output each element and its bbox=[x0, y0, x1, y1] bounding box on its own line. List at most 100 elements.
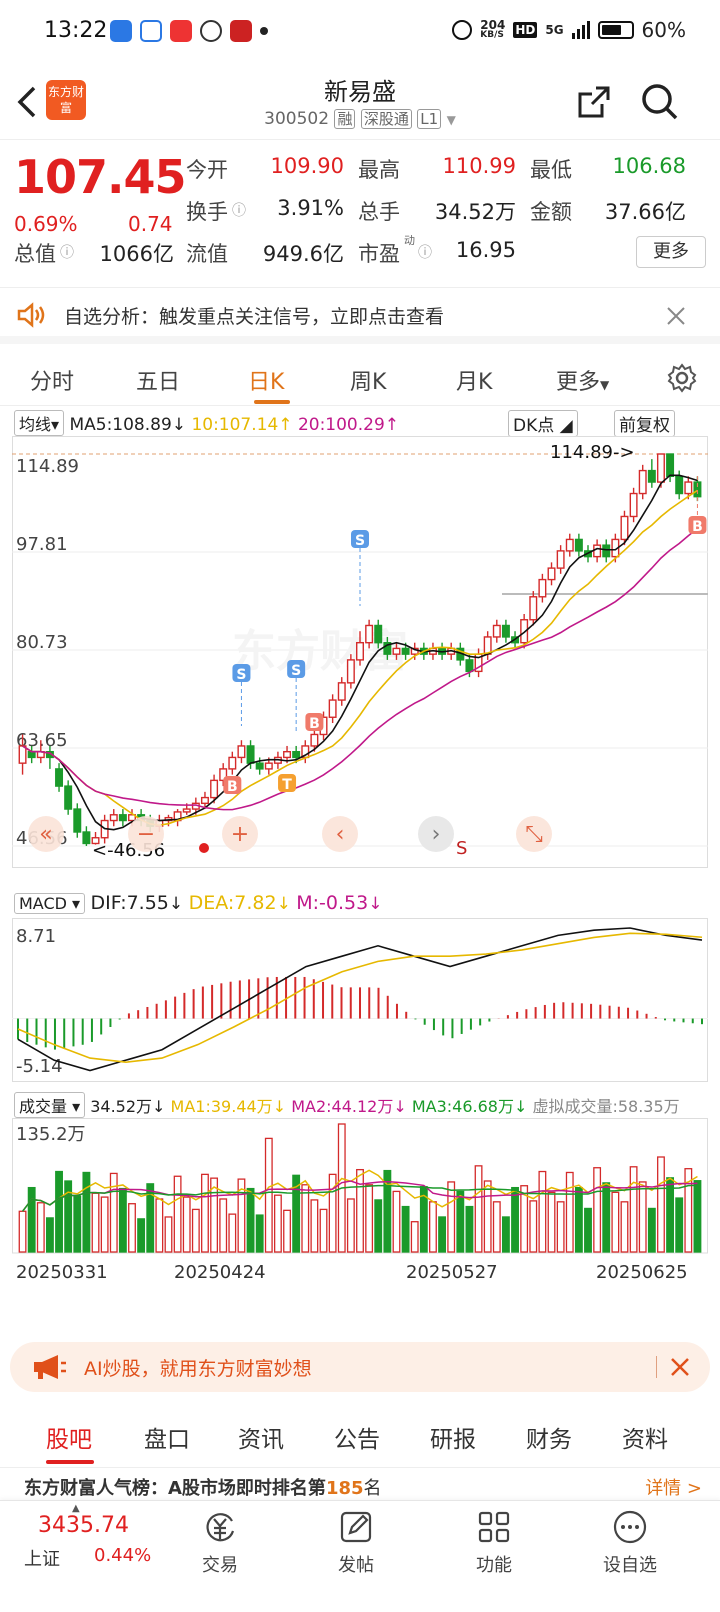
volume-bar bbox=[319, 1208, 328, 1253]
tab-guba[interactable]: 股吧 bbox=[46, 1427, 92, 1453]
close-icon[interactable] bbox=[666, 306, 686, 326]
zoom-out-button[interactable]: − bbox=[128, 816, 164, 852]
nav-trade[interactable]: 交易 bbox=[170, 1509, 270, 1577]
close-icon[interactable] bbox=[670, 1357, 690, 1377]
candle-body bbox=[684, 481, 693, 495]
pe-sup: 动 bbox=[404, 234, 415, 247]
arrow-down-icon: ↓ bbox=[368, 894, 383, 914]
virtual-volume: 虚拟成交量:58.35万 bbox=[532, 1097, 680, 1116]
volume-bar bbox=[574, 1186, 583, 1253]
volume-selector[interactable]: 成交量 ▾ bbox=[14, 1092, 86, 1118]
volume-bar bbox=[55, 1170, 63, 1253]
macd-chart[interactable]: 8.71 -5.14 bbox=[12, 918, 708, 1082]
ma-selector[interactable]: 均线▾ bbox=[14, 410, 65, 436]
next-button[interactable]: › bbox=[418, 816, 454, 852]
tab-intraday[interactable]: 分时 bbox=[30, 370, 75, 395]
ai-banner[interactable]: AI炒股，就用东方财富妙想 bbox=[10, 1342, 710, 1392]
post-icon bbox=[340, 1511, 372, 1543]
zoom-in-button[interactable]: + bbox=[222, 816, 258, 852]
volume-legend: 成交量 ▾ 34.52万↓ MA1:39.44万↓ MA2:44.12万↓ MA… bbox=[14, 1092, 680, 1118]
chart-frame bbox=[12, 436, 708, 868]
margin-tag: 融 bbox=[334, 109, 356, 129]
tab-research[interactable]: 研报 bbox=[430, 1427, 476, 1453]
net-speed: 204 bbox=[480, 18, 506, 32]
control-bg bbox=[128, 816, 164, 852]
hd-icon: HD bbox=[513, 22, 538, 38]
notice-bar[interactable]: 自选分析：触发重点关注信号，立即点击查看 bbox=[0, 288, 720, 344]
tab-news[interactable]: 资讯 bbox=[238, 1427, 284, 1453]
volume-bar bbox=[511, 1186, 519, 1253]
tab-profile[interactable]: 资料 bbox=[622, 1427, 668, 1453]
index-value[interactable]: 3435.74 bbox=[38, 1513, 129, 1538]
mktcap-value: 1066亿 bbox=[99, 242, 174, 266]
info-icon[interactable]: ⓘ bbox=[418, 245, 432, 261]
tab-finance[interactable]: 财务 bbox=[526, 1427, 572, 1453]
sell-signal-badge bbox=[232, 664, 251, 682]
tab-underline bbox=[46, 1460, 94, 1464]
volume-bar bbox=[602, 1182, 611, 1253]
rank-detail-link[interactable]: 详情 > bbox=[645, 1478, 702, 1498]
volume-bar bbox=[410, 1221, 419, 1253]
candle-body bbox=[638, 469, 647, 495]
candle-body bbox=[401, 647, 410, 655]
battery-level: 60% bbox=[641, 18, 686, 42]
candle-body bbox=[374, 624, 383, 644]
macd-selector-label: MACD bbox=[19, 894, 67, 913]
adjust-button[interactable]: 前复权 bbox=[614, 410, 675, 437]
tab-monthly-k[interactable]: 月K bbox=[456, 370, 493, 395]
control-bg bbox=[516, 816, 552, 852]
nav-function[interactable]: 功能 bbox=[444, 1509, 544, 1577]
candle-body bbox=[602, 544, 611, 558]
volume-bar bbox=[556, 1201, 565, 1253]
volume-chart[interactable]: 135.2万 20250331 20250424 20250527 20250625 bbox=[12, 1118, 708, 1324]
tab-announcements[interactable]: 公告 bbox=[334, 1427, 380, 1453]
candle-body bbox=[27, 750, 36, 759]
open-value: 109.90 bbox=[270, 154, 344, 178]
candle-body bbox=[556, 550, 565, 569]
info-icon[interactable]: ⓘ bbox=[60, 245, 74, 261]
tab-weekly-k[interactable]: 周K bbox=[350, 370, 387, 395]
app-notification-icon bbox=[110, 20, 132, 42]
tab-five-day[interactable]: 五日 bbox=[136, 370, 181, 395]
nav-post[interactable]: 发帖 bbox=[306, 1509, 406, 1577]
dropdown-triangle-icon: ▼ bbox=[600, 378, 610, 392]
tab-pankou[interactable]: 盘口 bbox=[144, 1427, 190, 1453]
candlestick-chart[interactable]: 114.8997.8180.7363.6546.56东方财富SSSBTBB114… bbox=[12, 436, 708, 868]
volume-bar bbox=[36, 1202, 45, 1253]
candle-body bbox=[182, 808, 191, 813]
arrow-down-icon: ↓ bbox=[168, 894, 184, 914]
m-value: M:-0.53 bbox=[296, 892, 369, 914]
fullscreen-icon: ⤡ bbox=[525, 822, 543, 847]
macd-selector[interactable]: MACD ▾ bbox=[14, 893, 86, 914]
volume-bar bbox=[547, 1191, 556, 1253]
dk-button[interactable]: DK点 ◢ bbox=[508, 410, 578, 437]
bottom-nav: ▲ 3435.74 上证 0.44% 交易 发帖 功能 设自选 bbox=[0, 1500, 720, 1612]
share-button[interactable] bbox=[574, 82, 614, 122]
nav-add-watchlist[interactable]: 设自选 bbox=[580, 1509, 680, 1577]
gear-icon[interactable] bbox=[666, 362, 698, 394]
popularity-rank[interactable]: 东方财富人气榜：A股市场即时排名第185名 详情 > bbox=[24, 1474, 704, 1498]
index-name: 上证 bbox=[24, 1549, 60, 1570]
back-button[interactable] bbox=[14, 82, 44, 122]
candle-body bbox=[547, 567, 556, 581]
dropdown-triangle-icon[interactable]: ▼ bbox=[446, 113, 456, 127]
tab-daily-k[interactable]: 日K bbox=[248, 370, 285, 395]
fullscreen-button[interactable]: ⤡ bbox=[516, 816, 552, 852]
rewind-button[interactable]: « bbox=[28, 816, 64, 852]
volume-bar bbox=[693, 1180, 702, 1253]
macd-bottom-label: -5.14 bbox=[16, 1056, 63, 1077]
tab-more[interactable]: 更多▼ bbox=[556, 364, 609, 396]
y-tick-label: 114.89 bbox=[16, 456, 79, 477]
prev-button[interactable]: ‹ bbox=[322, 816, 358, 852]
info-icon[interactable]: ⓘ bbox=[232, 203, 246, 219]
battery-icon bbox=[597, 21, 634, 39]
chart-frame bbox=[12, 918, 708, 1082]
search-button[interactable] bbox=[640, 82, 680, 122]
volume-bar bbox=[684, 1168, 693, 1253]
more-button[interactable]: 更多 bbox=[636, 236, 706, 268]
status-right: 204 KB/S HD 5G 60% bbox=[452, 18, 686, 42]
index-percent: 0.44% bbox=[94, 1545, 152, 1566]
volume-bar bbox=[191, 1208, 200, 1253]
candle-body bbox=[73, 808, 82, 833]
zoom-in-icon: + bbox=[231, 822, 249, 847]
